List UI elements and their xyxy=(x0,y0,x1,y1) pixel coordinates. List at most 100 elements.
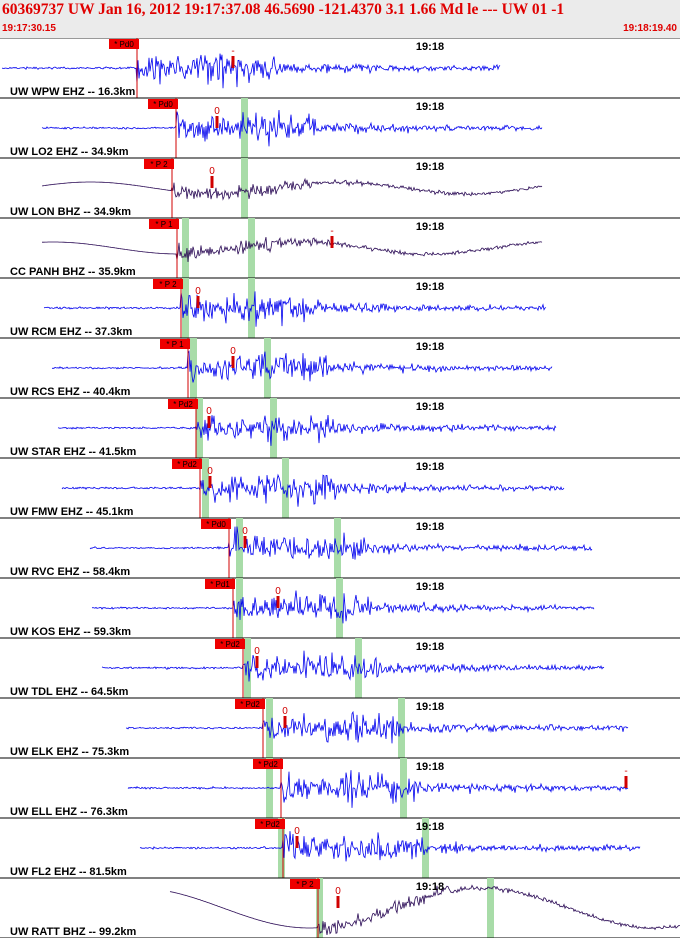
minute-label: 19:18 xyxy=(416,461,444,473)
trace-rvc: * Pd0 0 19:18 UW RVC EHZ -- 58.4km xyxy=(0,518,680,578)
trace-elk: * Pd2 0 19:18 UW ELK EHZ -- 75.3km xyxy=(0,698,680,758)
coda-marker xyxy=(209,476,212,488)
minute-label: 19:18 xyxy=(416,101,444,113)
pick-label: * Pd0 xyxy=(114,40,134,49)
waveform xyxy=(62,475,564,507)
coda-marker xyxy=(208,416,211,428)
minute-label: 19:18 xyxy=(416,401,444,413)
waveform xyxy=(128,770,628,808)
minute-label: 19:18 xyxy=(416,41,444,53)
trace-lon: * P 2 0 19:18 UW LON BHZ -- 34.9km xyxy=(0,158,680,218)
minute-label: 19:18 xyxy=(416,161,444,173)
pick-label: * Pd2 xyxy=(240,700,260,709)
pick-label: * P 1 xyxy=(166,340,184,349)
trace-label: CC PANH BHZ -- 35.9km xyxy=(10,266,136,278)
pick-label: * P 1 xyxy=(155,220,173,229)
coda-mark: 0 xyxy=(282,706,288,717)
waveform xyxy=(42,237,542,262)
waveform xyxy=(52,352,552,383)
coda-mark: 0 xyxy=(335,886,341,897)
pick-label: * Pd2 xyxy=(177,460,197,469)
coda-marker xyxy=(277,596,280,608)
waveform xyxy=(42,110,542,146)
coda-mark: 0 xyxy=(195,286,201,297)
coda-mark: 0 xyxy=(209,166,215,177)
coda-marker xyxy=(625,776,628,788)
pick-label: * P 2 xyxy=(150,160,168,169)
trace-rcm: * P 2 0 19:18 UW RCM EHZ -- 37.3km xyxy=(0,278,680,338)
pick-label: * P 2 xyxy=(159,280,177,289)
coda-marker xyxy=(216,116,219,128)
pick-label: * Pd2 xyxy=(260,820,280,829)
coda-mark: - xyxy=(330,226,333,237)
minute-label: 19:18 xyxy=(416,221,444,233)
trace-label: UW FL2 EHZ -- 81.5km xyxy=(10,866,127,878)
pick-label: * Pd1 xyxy=(210,580,230,589)
minute-label: 19:18 xyxy=(416,821,444,833)
coda-mark: 0 xyxy=(230,346,236,357)
waveform xyxy=(42,179,542,199)
coda-mark: - xyxy=(624,766,627,777)
waveform xyxy=(140,831,640,861)
coda-marker xyxy=(331,236,334,248)
seismogram-panel: * Pd0 - 19:18 UW WPW EHZ -- 16.3km * Pd0 0 19:… xyxy=(0,38,680,938)
pick-label: * Pd2 xyxy=(173,400,193,409)
trace-star: * Pd2 0 19:18 UW STAR EHZ -- 41.5km xyxy=(0,398,680,458)
minute-label: 19:18 xyxy=(416,641,444,653)
trace-fl2: * Pd2 0 19:18 UW FL2 EHZ -- 81.5km xyxy=(0,818,680,878)
header-bar: 60369737 UW Jan 16, 2012 19:17:37.08 46.… xyxy=(0,0,680,39)
minute-label: 19:18 xyxy=(416,701,444,713)
waveform xyxy=(44,291,546,326)
event-title: 60369737 UW Jan 16, 2012 19:17:37.08 46.… xyxy=(2,1,564,19)
waveform xyxy=(2,54,500,89)
coda-mark: 0 xyxy=(214,106,220,117)
trace-rcs: * P 1 0 19:18 UW RCS EHZ -- 40.4km xyxy=(0,338,680,398)
start-time: 19:17:30.15 xyxy=(2,23,56,34)
phase-window-0 xyxy=(241,158,248,218)
trace-tdl: * Pd2 0 19:18 UW TDL EHZ -- 64.5km xyxy=(0,638,680,698)
trace-label: UW RCM EHZ -- 37.3km xyxy=(10,326,132,338)
trace-label: UW WPW EHZ -- 16.3km xyxy=(10,86,136,98)
minute-label: 19:18 xyxy=(416,761,444,773)
coda-mark: 0 xyxy=(254,646,260,657)
pick-label: * P 2 xyxy=(296,880,314,889)
trace-ratt: * P 2 0 19:18 UW RATT BHZ -- 99.2km xyxy=(0,878,680,938)
waveform xyxy=(58,415,556,446)
trace-kos: * Pd1 0 19:18 UW KOS EHZ -- 59.3km xyxy=(0,578,680,638)
coda-marker xyxy=(232,356,235,368)
pick-label: * Pd2 xyxy=(258,760,278,769)
trace-label: UW ELL EHZ -- 76.3km xyxy=(10,806,128,818)
coda-marker xyxy=(197,296,200,308)
minute-label: 19:18 xyxy=(416,341,444,353)
trace-label: UW STAR EHZ -- 41.5km xyxy=(10,446,137,458)
trace-label: UW KOS EHZ -- 59.3km xyxy=(10,626,131,638)
coda-mark: 0 xyxy=(242,526,248,537)
minute-label: 19:18 xyxy=(416,521,444,533)
phase-window-1 xyxy=(248,218,255,278)
pick-label: * Pd2 xyxy=(220,640,240,649)
trace-panh: * P 1 - 19:18 CC PANH BHZ -- 35.9km xyxy=(0,218,680,278)
trace-wpw: * Pd0 - 19:18 UW WPW EHZ -- 16.3km xyxy=(0,38,680,98)
phase-window-1 xyxy=(336,578,343,638)
minute-label: 19:18 xyxy=(416,281,444,293)
trace-label: UW RATT BHZ -- 99.2km xyxy=(10,926,137,938)
coda-mark: 0 xyxy=(206,406,212,417)
pick-label: * Pd0 xyxy=(153,100,173,109)
trace-label: UW FMW EHZ -- 45.1km xyxy=(10,506,134,518)
waveform xyxy=(126,712,628,743)
coda-marker xyxy=(211,176,214,188)
coda-mark: 0 xyxy=(275,586,281,597)
trace-label: UW LO2 EHZ -- 34.9km xyxy=(10,146,129,158)
trace-fmw: * Pd2 0 19:18 UW FMW EHZ -- 45.1km xyxy=(0,458,680,518)
minute-label: 19:18 xyxy=(416,881,444,893)
trace-label: UW TDL EHZ -- 64.5km xyxy=(10,686,129,698)
trace-label: UW LON BHZ -- 34.9km xyxy=(10,206,131,218)
coda-marker xyxy=(284,716,287,728)
trace-label: UW ELK EHZ -- 75.3km xyxy=(10,746,129,758)
pick-label: * Pd0 xyxy=(206,520,226,529)
coda-marker xyxy=(337,896,340,908)
waveform xyxy=(102,651,604,682)
coda-mark: 0 xyxy=(207,466,213,477)
coda-mark: - xyxy=(231,46,234,57)
trace-ell: * Pd2 - 19:18 UW ELL EHZ -- 76.3km xyxy=(0,758,680,818)
